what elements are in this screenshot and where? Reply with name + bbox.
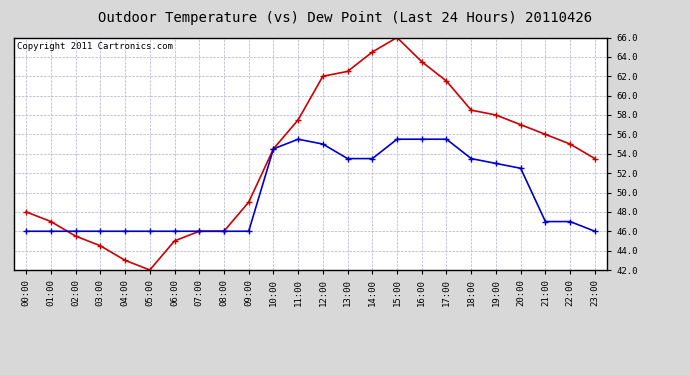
Text: Outdoor Temperature (vs) Dew Point (Last 24 Hours) 20110426: Outdoor Temperature (vs) Dew Point (Last…	[98, 11, 592, 25]
Text: Copyright 2011 Cartronics.com: Copyright 2011 Cartronics.com	[17, 42, 172, 51]
